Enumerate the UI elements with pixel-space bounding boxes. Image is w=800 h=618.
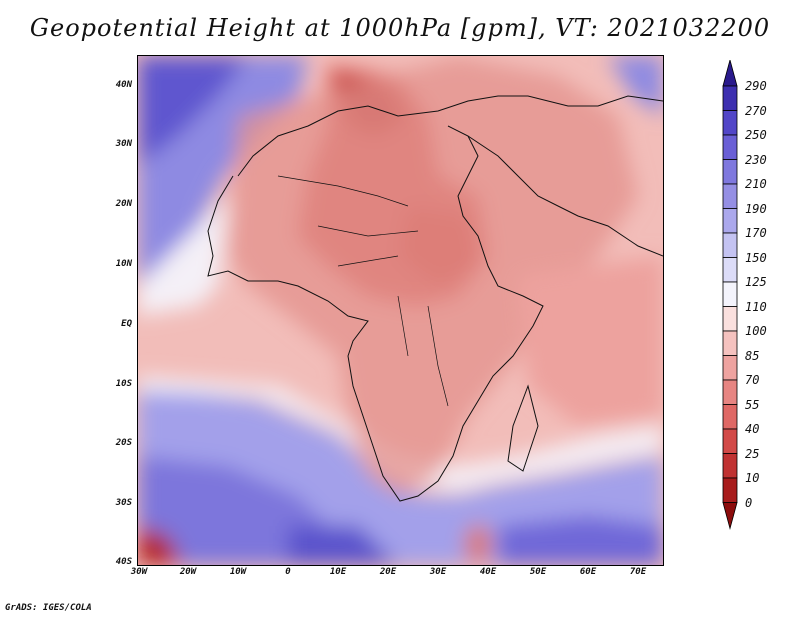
colorbar-segment bbox=[722, 134, 738, 160]
colorbar-segments bbox=[722, 60, 738, 531]
lat-label-eq: EQ bbox=[121, 319, 132, 329]
colorbar-segment bbox=[722, 232, 738, 258]
colorbar-segment bbox=[722, 85, 738, 111]
colorbar-segment bbox=[722, 257, 738, 283]
colorbar-label: 70 bbox=[745, 373, 760, 387]
colorbar-label: 210 bbox=[745, 177, 767, 191]
lat-label-20s: 20S bbox=[115, 438, 132, 448]
colorbar-segment bbox=[722, 159, 738, 185]
colorbar-top-arrow bbox=[722, 60, 738, 87]
colorbar-segment bbox=[722, 428, 738, 454]
colorbar-label: 170 bbox=[745, 226, 767, 240]
colorbar-label: 110 bbox=[745, 299, 767, 314]
lat-label-10s: 10S bbox=[115, 379, 132, 389]
colorbar bbox=[722, 60, 738, 531]
map-plot-area[interactable] bbox=[137, 55, 664, 566]
colorbar-label: 40 bbox=[745, 422, 760, 436]
lat-label-40s: 40S bbox=[115, 557, 132, 567]
colorbar-segment bbox=[722, 477, 738, 503]
high-ne-region bbox=[608, 56, 663, 116]
colorbar-label: 10 bbox=[745, 471, 760, 485]
colorbar-segment bbox=[722, 453, 738, 479]
lon-label-50e: 50E bbox=[529, 567, 547, 577]
colorbar-segment bbox=[722, 183, 738, 209]
lon-label-20e: 20E bbox=[379, 567, 397, 577]
colorbar-label: 100 bbox=[745, 324, 767, 338]
lat-label-30s: 30S bbox=[115, 498, 132, 508]
colorbar-label: 190 bbox=[745, 201, 767, 216]
colorbar-segment bbox=[722, 404, 738, 430]
colorbar-label: 270 bbox=[745, 103, 767, 118]
grads-credit: GrADS: IGES/COLA bbox=[5, 603, 92, 613]
low-sw-corner bbox=[138, 526, 183, 565]
lon-label-60e: 60E bbox=[579, 567, 597, 577]
colorbar-segment bbox=[722, 355, 738, 381]
colorbar-label: 0 bbox=[745, 495, 753, 510]
lon-label-30e: 30E bbox=[429, 567, 447, 577]
colorbar-segment bbox=[722, 208, 738, 234]
colorbar-segment bbox=[722, 281, 738, 307]
coastlines bbox=[207, 95, 663, 502]
lat-label-40n: 40N bbox=[115, 80, 132, 90]
colorbar-label: 150 bbox=[745, 250, 767, 265]
colorbar-label: 85 bbox=[745, 348, 760, 363]
colorbar-label: 125 bbox=[745, 275, 767, 289]
map-title: Geopotential Height at 1000hPa [gpm], VT… bbox=[29, 14, 771, 42]
lon-label-0: 0 bbox=[285, 567, 291, 577]
lat-label-10n: 10N bbox=[115, 259, 132, 269]
colorbar-label: 290 bbox=[745, 79, 767, 93]
lat-label-20n: 20N bbox=[115, 199, 132, 209]
field-shading bbox=[138, 56, 663, 565]
lon-label-10w: 10W bbox=[229, 567, 247, 577]
colorbar-bottom-arrow bbox=[722, 502, 738, 531]
colorbar-label: 25 bbox=[745, 446, 760, 461]
lon-label-70e: 70E bbox=[629, 567, 647, 577]
colorbar-label: 230 bbox=[745, 152, 767, 167]
colorbar-label: 250 bbox=[745, 128, 767, 142]
colorbar-segment bbox=[722, 379, 738, 405]
colorbar-segment bbox=[722, 110, 738, 136]
colorbar-segment bbox=[722, 306, 738, 332]
lon-label-10e: 10E bbox=[329, 567, 347, 577]
lat-label-30n: 30N bbox=[115, 139, 132, 149]
lon-label-30w: 30W bbox=[130, 567, 148, 577]
colorbar-label: 55 bbox=[745, 397, 760, 412]
lon-label-20w: 20W bbox=[179, 567, 197, 577]
geopotential-field bbox=[138, 56, 663, 565]
lon-label-40e: 40E bbox=[479, 567, 497, 577]
colorbar-segment bbox=[722, 330, 738, 356]
